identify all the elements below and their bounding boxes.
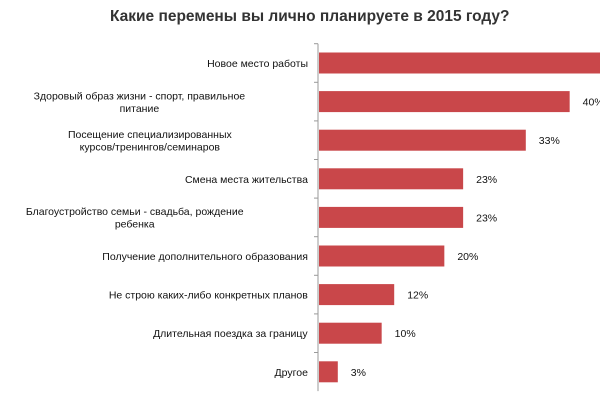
category-label-6: Получение дополнительного образования (102, 251, 308, 263)
data-label-3: 33% (539, 135, 560, 147)
data-label-7: 12% (407, 290, 428, 302)
data-label-4: 23% (476, 174, 497, 186)
category-label-9: Другое (275, 367, 309, 379)
bar-9 (319, 361, 338, 383)
data-label-5: 23% (476, 212, 497, 224)
data-label-9: 3% (351, 367, 366, 379)
bar-7 (319, 284, 395, 306)
bar-3 (319, 129, 526, 151)
bar-5 (319, 206, 464, 228)
bar-2 (319, 91, 570, 113)
data-label-2: 40% (583, 97, 600, 109)
data-label-6: 20% (457, 251, 478, 263)
category-label-3: Посещение специализированных курсов/трени… (68, 129, 233, 154)
chart-title: Какие перемены вы лично планируете в 201… (110, 8, 510, 25)
bar-6 (319, 245, 445, 267)
bar-4 (319, 168, 464, 190)
bar-1 (319, 52, 600, 74)
category-label-7: Не строю каких-либо конкретных планов (109, 290, 308, 302)
category-label-2: Здоровый образ жизни - спорт, правильное… (34, 90, 246, 115)
category-label-4: Смена места жительства (185, 174, 308, 186)
category-label-8: Длительная поездка за границу (153, 328, 308, 340)
data-label-8: 10% (395, 328, 416, 340)
category-label-1: Новое место работы (207, 58, 308, 70)
bar-8 (319, 322, 382, 344)
category-label-5: Благоустройство семьи - свадьба, рождени… (26, 206, 244, 231)
